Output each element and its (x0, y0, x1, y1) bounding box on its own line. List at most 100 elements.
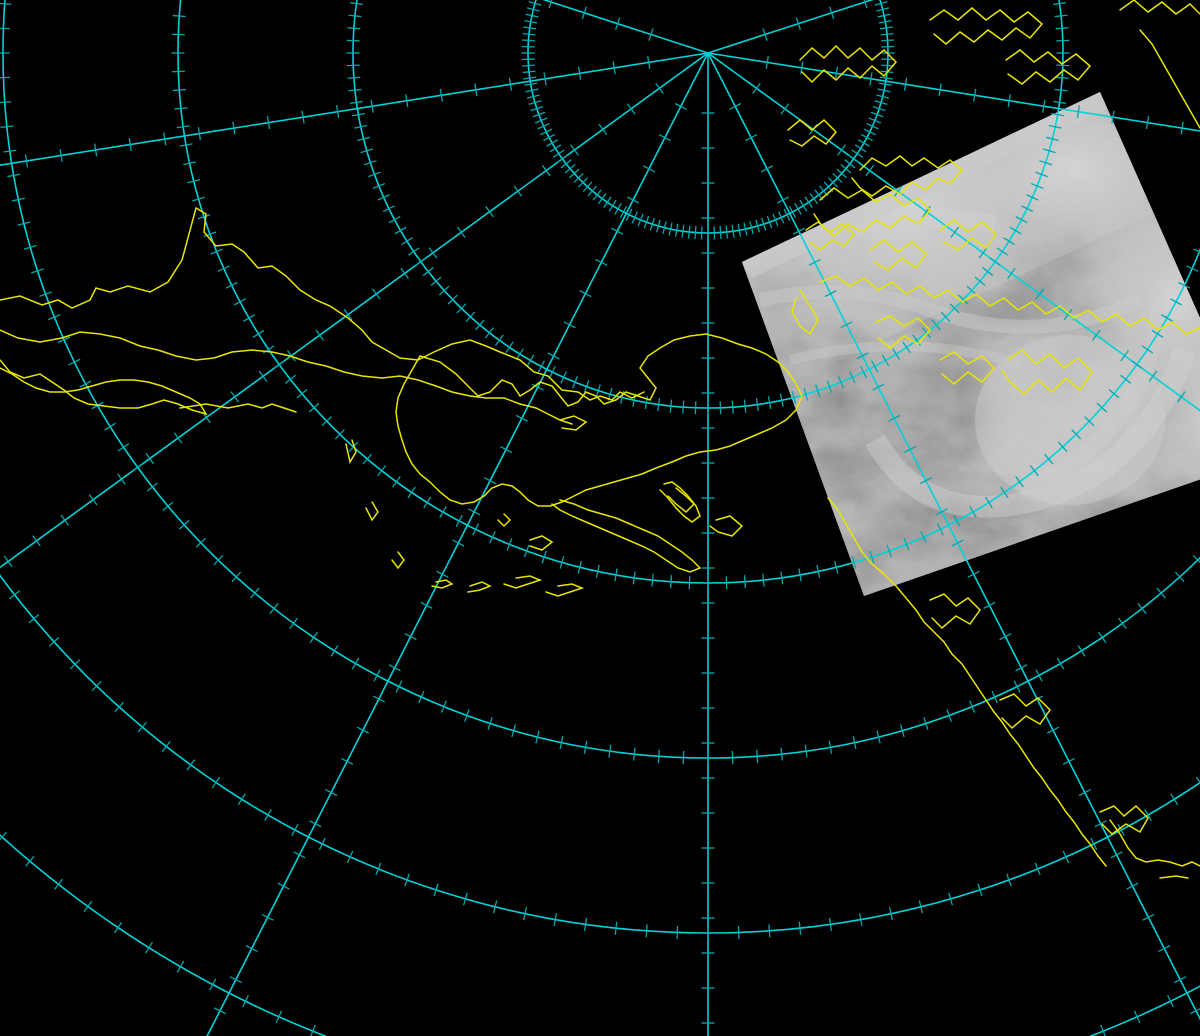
parallel-tick (1120, 374, 1132, 384)
parallel-tick (505, 341, 514, 354)
meridian-tick (372, 695, 385, 703)
coastline-canada-arctic-shore (819, 275, 1200, 335)
meridian-tick (1142, 913, 1155, 921)
parallel-tick (1026, 194, 1039, 201)
meridian-tick (88, 494, 98, 506)
parallel-tick (743, 575, 747, 589)
parallel-tick (532, 111, 546, 118)
meridian-tick (647, 55, 651, 69)
meridian-tick (3, 555, 13, 568)
parallel-tick (1003, 237, 1015, 246)
parallel-tick (837, 375, 845, 389)
parallel-tick (465, 311, 476, 323)
parallel-tick (669, 575, 673, 589)
parallel-tick (48, 314, 61, 321)
parallel-tick (1039, 160, 1053, 166)
parallel-tick (595, 564, 600, 578)
meridian-tick (1063, 308, 1073, 321)
parallel-tick (1054, 88, 1068, 92)
parallel-tick (637, 213, 644, 227)
parallel-tick (851, 149, 863, 158)
parallel-tick (291, 823, 299, 837)
meridian-tick (1091, 329, 1101, 341)
parallel-tick (494, 334, 504, 346)
parallel-tick (377, 465, 387, 477)
parallel-tick (1098, 631, 1107, 644)
parallel-tick (854, 144, 867, 153)
parallel-tick (310, 1024, 316, 1036)
parallel-tick (28, 613, 40, 624)
coastline-st-lawrence (559, 415, 588, 431)
meridian-tick (531, 383, 544, 391)
meridian-tick (335, 105, 340, 119)
parallel-tick (614, 202, 622, 215)
parallel-tick (472, 523, 480, 536)
parallel-tick (176, 125, 190, 129)
parallel-tick (816, 564, 821, 578)
meridian-tick (967, 570, 980, 578)
coastline-melville (869, 239, 928, 271)
parallel-tick (524, 19, 538, 24)
parallel-tick (966, 285, 978, 296)
meridian-tick (508, 77, 513, 91)
meridian-tick (577, 66, 582, 80)
parallel-tick (737, 223, 742, 237)
coastline-banks-west (799, 44, 898, 84)
parallel-tick (989, 257, 1001, 267)
meridian-tick (163, 132, 167, 146)
parallel-tick (3, 149, 17, 153)
parallel-tick (523, 544, 530, 558)
parallel-tick (553, 149, 565, 158)
parallel-tick (880, 32, 894, 36)
parallel-tick (780, 747, 784, 761)
parallel-tick (777, 211, 785, 224)
coastline-wrangel-island (179, 403, 297, 413)
parallel-tick (351, 112, 365, 117)
coastline-hudson-bay (1001, 349, 1093, 396)
parallel-tick (210, 248, 223, 255)
parallel-tick (363, 160, 377, 166)
parallel-tick (828, 177, 839, 188)
meridian-tick (1007, 94, 1011, 108)
parallel-tick (114, 701, 124, 713)
coastline-ellesmere (929, 7, 1044, 45)
parallel-tick (430, 276, 442, 286)
parallel-tick (1169, 298, 1183, 306)
meridian-tick (615, 17, 621, 31)
meridian-tick (563, 321, 576, 329)
parallel-tick (330, 645, 339, 657)
meridian-tick (1180, 121, 1184, 135)
meridian-tick (452, 539, 465, 547)
parallel-tick (394, 226, 407, 235)
parallel-tick (936, 523, 944, 536)
parallel-tick (48, 637, 60, 647)
parallel-tick (920, 530, 927, 544)
meridian-tick (1145, 116, 1150, 130)
parallel-tick (526, 354, 535, 367)
parallel-tick (870, 111, 884, 118)
parallel-tick (1156, 587, 1166, 599)
parallel-tick (1044, 453, 1054, 465)
parallel-tick (1174, 571, 1185, 583)
parallel-tick (828, 917, 833, 931)
parallel-tick (1034, 862, 1041, 876)
parallel-tick (179, 143, 193, 147)
parallel-tick (903, 538, 910, 551)
parallel-tick (213, 555, 224, 566)
parallel-tick (649, 217, 656, 231)
parallel-tick (573, 173, 584, 184)
parallel-tick (373, 669, 381, 682)
parallel-tick (674, 223, 679, 237)
meridian-tick (1007, 267, 1016, 280)
parallel-tick (767, 396, 772, 410)
meridian-tick (642, 165, 656, 173)
meridian-tick (1158, 944, 1171, 952)
parallel-tick (899, 724, 905, 738)
parallel-tick (1055, 27, 1069, 30)
parallel-tick (984, 496, 993, 509)
meridian-tick (865, 164, 875, 177)
coastline-aleutian-5 (391, 551, 405, 570)
parallel-tick (632, 571, 636, 585)
